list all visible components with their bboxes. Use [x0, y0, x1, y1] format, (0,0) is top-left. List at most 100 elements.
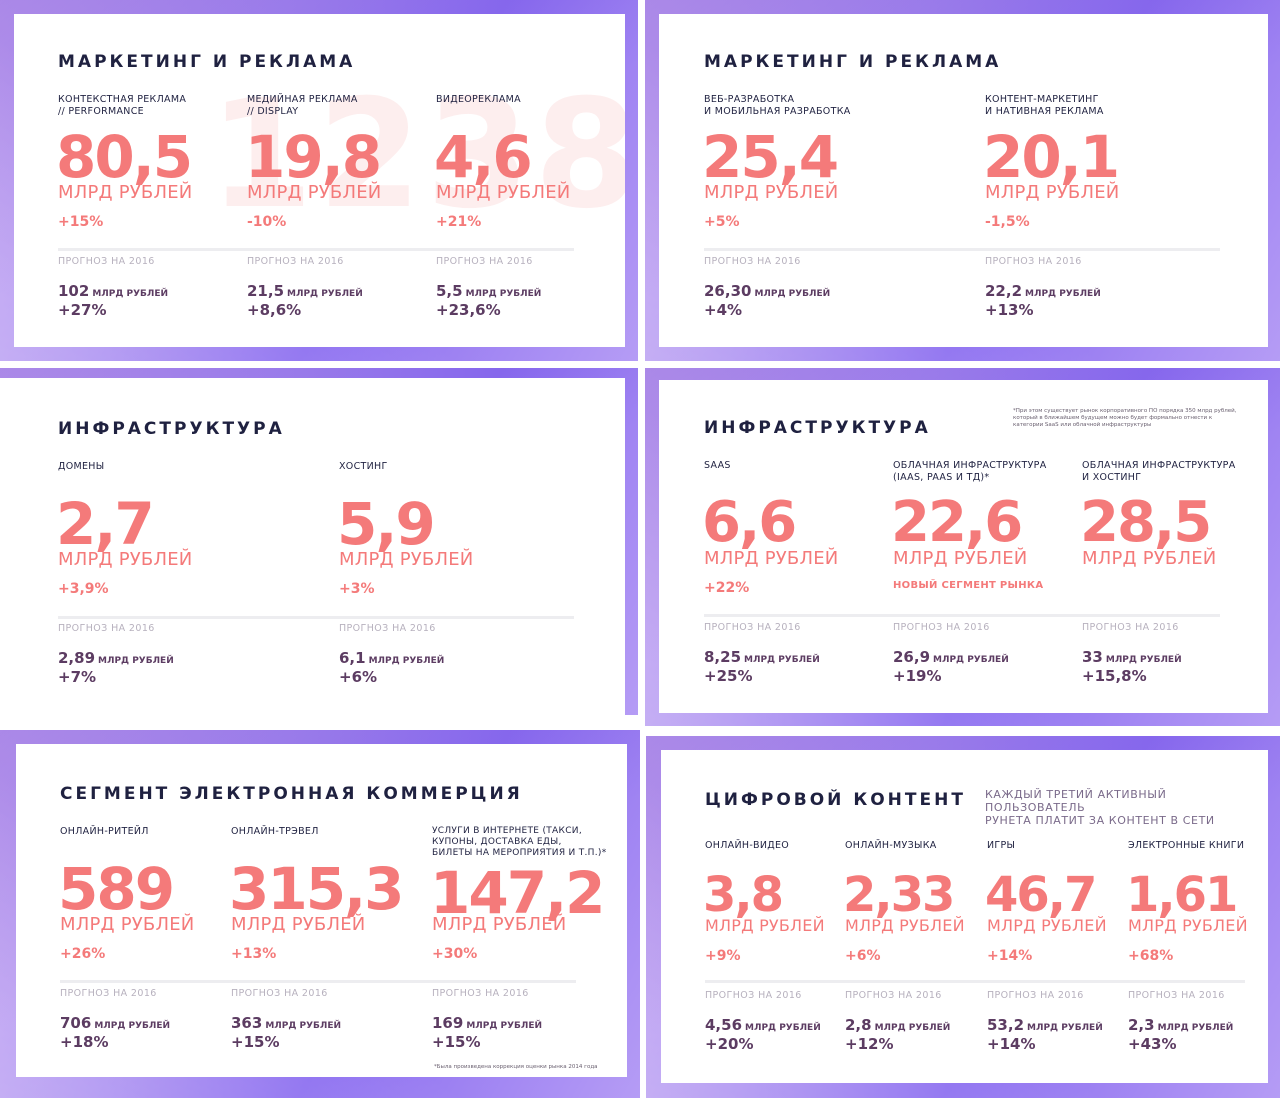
metric-unit: МЛРД РУБЛЕЙ: [436, 182, 571, 203]
metric-change: -10%: [247, 214, 287, 230]
forecast-value: 26,9 МЛРД РУБЛЕЙ: [893, 648, 1009, 666]
metric-unit: МЛРД РУБЛЕЙ: [987, 916, 1107, 935]
metric-label: SAAS: [704, 460, 731, 471]
divider: [705, 980, 1245, 983]
metric-value: 315,3: [229, 855, 404, 923]
forecast-change: +15%: [231, 1033, 280, 1051]
panel-title: ИНФРАСТРУКТУРА: [58, 419, 285, 439]
forecast-label: ПРОГНОЗ НА 2016: [436, 256, 533, 267]
forecast-value: 363 МЛРД РУБЛЕЙ: [231, 1014, 342, 1032]
metric-label: ОБЛАЧНАЯ ИНФРАСТРУКТУРА И ХОСТИНГ: [1082, 460, 1236, 483]
forecast-value: 26,30 МЛРД РУБЛЕЙ: [704, 282, 831, 300]
metric-value: 2,7: [56, 490, 155, 558]
forecast-change: +7%: [58, 668, 97, 686]
metric-unit: МЛРД РУБЛЕЙ: [231, 914, 366, 935]
metric-column: ОБЛАЧНАЯ ИНФРАСТРУКТУРА И ХОСТИНГ 28,5 М…: [1080, 460, 1262, 700]
forecast-label: ПРОГНОЗ НА 2016: [845, 990, 942, 1001]
forecast-label: ПРОГНОЗ НА 2016: [704, 622, 801, 633]
metric-value: 1,61: [1126, 867, 1238, 923]
metric-label: МЕДИЙНАЯ РЕКЛАМА // DISPLAY: [247, 94, 358, 117]
panel-digital-content: ЦИФРОВОЙ КОНТЕНТ КАЖДЫЙ ТРЕТИЙ АКТИВНЫЙ …: [661, 750, 1268, 1083]
metric-label: ЭЛЕКТРОННЫЕ КНИГИ: [1128, 840, 1245, 851]
forecast-change: +23,6%: [436, 301, 501, 319]
metric-value: 147,2: [430, 859, 605, 927]
metric-value: 46,7: [985, 867, 1097, 923]
forecast-change: +13%: [985, 301, 1034, 319]
metric-column: ОНЛАЙН-РИТЕЙЛ 589 МЛРД РУБЛЕЙ +26% ПРОГН…: [58, 826, 230, 1066]
divider: [704, 614, 1220, 617]
forecast-change: +15,8%: [1082, 667, 1147, 685]
metric-change: НОВЫЙ СЕГМЕНТ РЫНКА: [893, 580, 1044, 591]
metric-label: УСЛУГИ В ИНТЕРНЕТЕ (ТАКСИ, КУПОНЫ, ДОСТА…: [432, 826, 607, 858]
forecast-value: 22,2 МЛРД РУБЛЕЙ: [985, 282, 1101, 300]
forecast-change: +14%: [987, 1035, 1036, 1053]
metric-value: 6,6: [702, 490, 797, 555]
divider: [704, 248, 1220, 251]
metric-unit: МЛРД РУБЛЕЙ: [1082, 548, 1217, 569]
metric-unit: МЛРД РУБЛЕЙ: [58, 182, 193, 203]
metric-change: +22%: [704, 580, 750, 596]
panel-marketing-2: МАРКЕТИНГ И РЕКЛАМА ВЕБ-РАЗРАБОТКА И МОБ…: [659, 14, 1268, 347]
metric-unit: МЛРД РУБЛЕЙ: [247, 182, 382, 203]
metric-label: ХОСТИНГ: [339, 461, 388, 472]
metric-value: 3,8: [703, 867, 784, 923]
metric-label: ИГРЫ: [987, 840, 1016, 851]
panel-title: МАРКЕТИНГ И РЕКЛАМА: [704, 52, 1002, 72]
metric-change: +30%: [432, 946, 478, 962]
metric-value: 2,33: [843, 867, 955, 923]
metric-unit: МЛРД РУБЛЕЙ: [58, 549, 193, 570]
metric-unit: МЛРД РУБЛЕЙ: [845, 916, 965, 935]
forecast-change: +8,6%: [247, 301, 302, 319]
metric-label: ОНЛАЙН-МУЗЫКА: [845, 840, 937, 851]
metric-column: УСЛУГИ В ИНТЕРНЕТЕ (ТАКСИ, КУПОНЫ, ДОСТА…: [430, 826, 622, 1066]
forecast-label: ПРОГНОЗ НА 2016: [58, 256, 155, 267]
metric-change: +68%: [1128, 948, 1174, 964]
metric-label: КОНТЕНТ-МАРКЕТИНГ И НАТИВНАЯ РЕКЛАМА: [985, 94, 1104, 117]
metric-label: ДОМЕНЫ: [58, 461, 105, 472]
metric-column: ХОСТИНГ 5,9 МЛРД РУБЛЕЙ +3% ПРОГНОЗ НА 2…: [337, 461, 609, 701]
metric-unit: МЛРД РУБЛЕЙ: [704, 182, 839, 203]
metric-unit: МЛРД РУБЛЕЙ: [432, 914, 567, 935]
metric-unit: МЛРД РУБЛЕЙ: [339, 549, 474, 570]
divider: [60, 980, 576, 983]
metric-column: ОНЛАЙН-ВИДЕО 3,8 МЛРД РУБЛЕЙ +9% ПРОГНОЗ…: [703, 840, 840, 1060]
forecast-value: 53,2 МЛРД РУБЛЕЙ: [987, 1016, 1103, 1034]
metric-unit: МЛРД РУБЛЕЙ: [985, 182, 1120, 203]
metric-column: ОБЛАЧНАЯ ИНФРАСТРУКТУРА (IAAS, PAAS И ТД…: [891, 460, 1073, 700]
forecast-change: +18%: [60, 1033, 109, 1051]
metric-label: ОНЛАЙН-ВИДЕО: [705, 840, 790, 851]
forecast-value: 4,56 МЛРД РУБЛЕЙ: [705, 1016, 821, 1034]
metric-value: 28,5: [1080, 490, 1212, 555]
forecast-label: ПРОГНОЗ НА 2016: [339, 623, 436, 634]
metric-column: ИГРЫ 46,7 МЛРД РУБЛЕЙ +14% ПРОГНОЗ НА 20…: [985, 840, 1122, 1060]
panel-title: ИНФРАСТРУКТУРА: [704, 418, 931, 438]
metric-column: КОНТЕНТ-МАРКЕТИНГ И НАТИВНАЯ РЕКЛАМА 20,…: [983, 94, 1255, 334]
forecast-change: +15%: [432, 1033, 481, 1051]
panel-note: КАЖДЫЙ ТРЕТИЙ АКТИВНЫЙ ПОЛЬЗОВАТЕЛЬ РУНЕ…: [985, 788, 1215, 827]
metric-change: +15%: [58, 214, 104, 230]
metric-label: ОНЛАЙН-РИТЕЙЛ: [60, 826, 149, 837]
metric-change: +6%: [845, 948, 881, 964]
metric-label: ОБЛАЧНАЯ ИНФРАСТРУКТУРА (IAAS, PAAS И ТД…: [893, 460, 1047, 483]
forecast-value: 2,89 МЛРД РУБЛЕЙ: [58, 649, 174, 667]
watermark: 1238: [209, 68, 625, 242]
metric-column: ВЕБ-РАЗРАБОТКА И МОБИЛЬНАЯ РАЗРАБОТКА 25…: [702, 94, 974, 334]
metric-unit: МЛРД РУБЛЕЙ: [705, 916, 825, 935]
forecast-value: 5,5 МЛРД РУБЛЕЙ: [436, 282, 542, 300]
divider: [58, 248, 574, 251]
forecast-label: ПРОГНОЗ НА 2016: [60, 988, 157, 999]
metric-value: 25,4: [702, 123, 839, 191]
metric-label: ВЕБ-РАЗРАБОТКА И МОБИЛЬНАЯ РАЗРАБОТКА: [704, 94, 851, 117]
metric-label: КОНТЕКСТНАЯ РЕКЛАМА // PERFORMANCE: [58, 94, 187, 117]
panel-title: ЦИФРОВОЙ КОНТЕНТ: [705, 790, 966, 810]
forecast-change: +19%: [893, 667, 942, 685]
metric-value: 20,1: [983, 123, 1120, 191]
metric-column: ОНЛАЙН-ТРЭВЕЛ 315,3 МЛРД РУБЛЕЙ +13% ПРО…: [229, 826, 421, 1066]
metric-column: SAAS 6,6 МЛРД РУБЛЕЙ +22% ПРОГНОЗ НА 201…: [702, 460, 884, 700]
metric-column: ДОМЕНЫ 2,7 МЛРД РУБЛЕЙ +3,9% ПРОГНОЗ НА …: [56, 461, 328, 701]
forecast-value: 169 МЛРД РУБЛЕЙ: [432, 1014, 543, 1032]
forecast-label: ПРОГНОЗ НА 2016: [432, 988, 529, 999]
metric-value: 19,8: [245, 123, 382, 191]
metric-value: 5,9: [337, 490, 436, 558]
forecast-change: +6%: [339, 668, 378, 686]
